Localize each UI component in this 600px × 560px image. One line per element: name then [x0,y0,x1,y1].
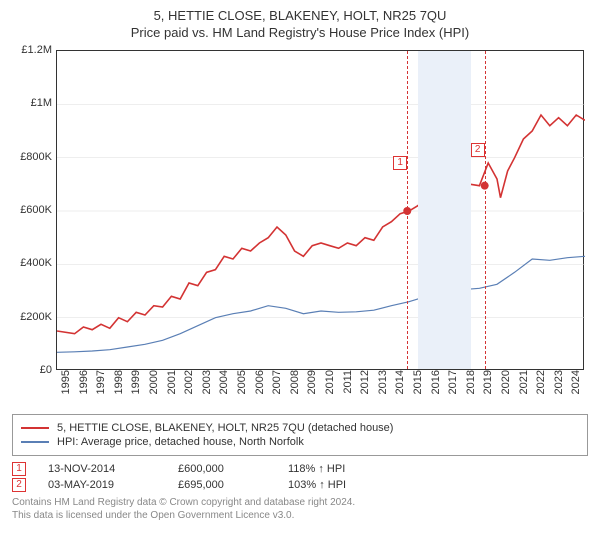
x-axis-label: 1998 [113,370,117,404]
y-axis-label: £800K [12,151,52,163]
x-axis-label: 2010 [324,370,328,404]
legend-swatch [21,441,49,443]
y-axis-label: £1M [12,97,52,109]
y-axis-label: £200K [12,311,52,323]
x-axis-label: 2020 [500,370,504,404]
x-axis-label: 2022 [535,370,539,404]
page-title: 5, HETTIE CLOSE, BLAKENEY, HOLT, NR25 7Q… [12,8,588,23]
x-axis-label: 2002 [183,370,187,404]
event-vline [485,51,486,369]
x-axis-label: 2005 [236,370,240,404]
x-axis-label: 2019 [482,370,486,404]
event-vline [407,51,408,369]
x-axis-label: 2004 [218,370,222,404]
x-axis-label: 2021 [518,370,522,404]
marker-badge: 1 [12,462,26,476]
marker-badge: 2 [12,478,26,492]
series-property [57,115,585,334]
x-axis-label: 2006 [254,370,258,404]
x-axis-label: 2008 [289,370,293,404]
legend-item: HPI: Average price, detached house, Nort… [21,436,579,448]
footer-line: Contains HM Land Registry data © Crown c… [12,496,588,509]
transaction-price: £695,000 [178,479,288,491]
legend-label: 5, HETTIE CLOSE, BLAKENEY, HOLT, NR25 7Q… [57,422,393,434]
plot-area: 12 [56,50,584,370]
chart-svg [57,51,585,371]
y-axis-label: £0 [12,364,52,376]
legend-swatch [21,427,49,429]
transaction-list: 1 13-NOV-2014 £600,000 118% ↑ HPI 2 03-M… [12,462,588,492]
x-axis-label: 2011 [342,370,346,404]
transaction-price: £600,000 [178,463,288,475]
shaded-band [418,51,471,369]
transaction-pct: 103% ↑ HPI [288,479,408,491]
x-axis-label: 2000 [148,370,152,404]
x-axis-label: 1995 [60,370,64,404]
series-hpi [57,256,585,352]
x-axis-label: 2018 [465,370,469,404]
transaction-pct: 118% ↑ HPI [288,463,408,475]
x-axis-label: 2013 [377,370,381,404]
legend-label: HPI: Average price, detached house, Nort… [57,436,304,448]
x-axis-label: 2001 [166,370,170,404]
transaction-row: 1 13-NOV-2014 £600,000 118% ↑ HPI [12,462,588,476]
x-axis-label: 2017 [447,370,451,404]
marker-box: 1 [393,156,407,170]
transaction-row: 2 03-MAY-2019 £695,000 103% ↑ HPI [12,478,588,492]
x-axis-label: 2015 [412,370,416,404]
x-axis-label: 2016 [430,370,434,404]
chart: £0£200K£400K£600K£800K£1M£1.2M 12 199519… [12,46,588,408]
footer: Contains HM Land Registry data © Crown c… [12,496,588,522]
y-axis-label: £600K [12,204,52,216]
x-axis-label: 1999 [130,370,134,404]
x-axis-label: 2007 [271,370,275,404]
x-axis-label: 2014 [394,370,398,404]
legend-item: 5, HETTIE CLOSE, BLAKENEY, HOLT, NR25 7Q… [21,422,579,434]
footer-line: This data is licensed under the Open Gov… [12,509,588,522]
x-axis-label: 2003 [201,370,205,404]
x-axis-label: 2024 [570,370,574,404]
transaction-date: 13-NOV-2014 [48,463,178,475]
x-axis-label: 2009 [306,370,310,404]
x-axis-label: 1996 [78,370,82,404]
x-axis-label: 2012 [359,370,363,404]
legend: 5, HETTIE CLOSE, BLAKENEY, HOLT, NR25 7Q… [12,414,588,456]
x-axis-label: 2023 [553,370,557,404]
transaction-date: 03-MAY-2019 [48,479,178,491]
x-axis-label: 1997 [95,370,99,404]
y-axis-label: £1.2M [12,44,52,56]
page-subtitle: Price paid vs. HM Land Registry's House … [12,25,588,40]
marker-box: 2 [471,143,485,157]
y-axis-label: £400K [12,257,52,269]
